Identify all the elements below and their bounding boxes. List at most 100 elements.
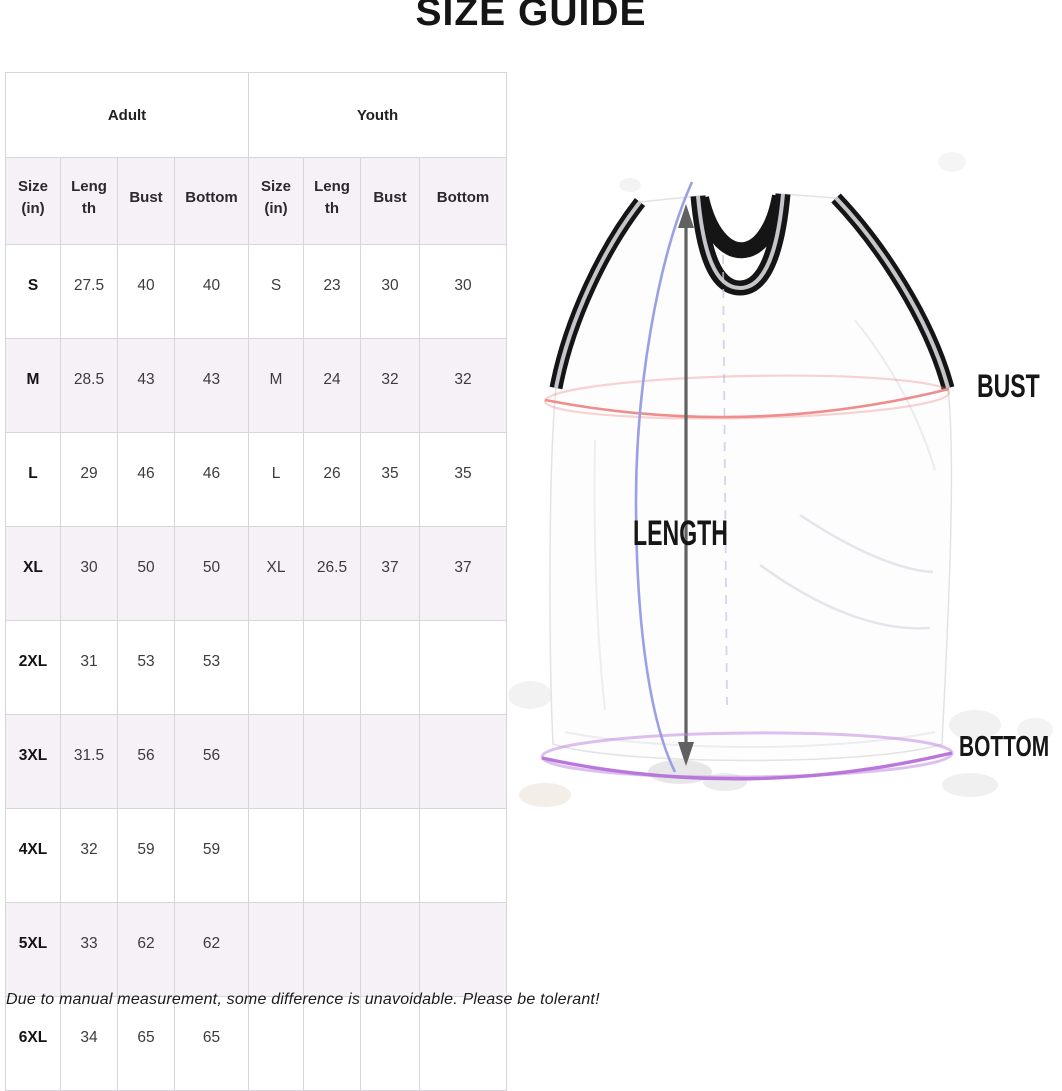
table-cell: 37: [360, 526, 421, 621]
page-title: SIZE GUIDE: [415, 0, 647, 34]
table-cell: 30: [419, 244, 508, 339]
length-arrow: [678, 204, 694, 766]
table-row: M 28.5 43 43 M 24 32 32: [5, 338, 508, 433]
table-cell: 65: [173, 996, 250, 1091]
table-cell: 56: [173, 714, 250, 809]
table-row: 2XL 31 53 53: [5, 620, 508, 715]
bust-label: BUST: [977, 368, 1040, 404]
jersey-illustration: [508, 152, 1053, 807]
table-cell: [419, 902, 508, 997]
table-cell: S: [248, 244, 305, 339]
table-cell: 56: [117, 714, 175, 809]
table-row: XL 30 50 50 XL 26.5 37 37: [5, 526, 508, 621]
table-cell: 65: [117, 996, 175, 1091]
group-header-row: Adult Youth: [4, 72, 508, 158]
table-cell: 40: [173, 244, 250, 339]
table-cell: M: [248, 338, 305, 433]
table-cell: 32: [419, 338, 508, 433]
table-cell: 33: [60, 902, 118, 997]
table-cell: 28.5: [60, 338, 118, 433]
armhole-trim-right: [831, 193, 955, 390]
column-header: Leng th: [303, 157, 362, 245]
column-header: Size (in): [5, 157, 61, 245]
table-row: 3XL 31.5 56 56: [5, 714, 508, 809]
table-row: 5XL 33 62 62: [5, 902, 508, 997]
table-cell: 59: [173, 808, 250, 903]
table-cell: L: [5, 432, 61, 527]
table-cell: 62: [173, 902, 250, 997]
column-header: Leng th: [60, 157, 118, 245]
table-cell: [248, 996, 305, 1091]
table-row: 4XL 32 59 59: [5, 808, 508, 903]
table-cell: 29: [60, 432, 118, 527]
table-cell: 46: [117, 432, 175, 527]
table-cell: 3XL: [5, 714, 61, 809]
group-header-adult: Adult: [4, 72, 250, 158]
table-cell: 2XL: [5, 620, 61, 715]
table-cell: 31: [60, 620, 118, 715]
table-cell: [419, 714, 508, 809]
table-cell: [303, 902, 362, 997]
table-cell: XL: [248, 526, 305, 621]
table-cell: [248, 620, 305, 715]
table-cell: 5XL: [5, 902, 61, 997]
length-label: LENGTH: [633, 514, 728, 553]
table-cell: 31.5: [60, 714, 118, 809]
table-cell: 53: [173, 620, 250, 715]
table-cell: 62: [117, 902, 175, 997]
group-header-youth: Youth: [248, 72, 508, 158]
table-cell: 50: [117, 526, 175, 621]
table-cell: [303, 808, 362, 903]
table-cell: 32: [60, 808, 118, 903]
table-cell: 43: [117, 338, 175, 433]
column-header-row: Size (in) Leng th Bust Bottom Size (in) …: [5, 157, 508, 245]
table-cell: 24: [303, 338, 362, 433]
table-cell: 53: [117, 620, 175, 715]
table-row: L 29 46 46 L 26 35 35: [5, 432, 508, 527]
table-cell: [248, 808, 305, 903]
table-cell: [419, 620, 508, 715]
table-row: S 27.5 40 40 S 23 30 30: [5, 244, 508, 339]
column-header: Bottom: [173, 157, 250, 245]
column-header: Size (in): [248, 157, 305, 245]
table-cell: [360, 902, 421, 997]
table-cell: 59: [117, 808, 175, 903]
table-cell: XL: [5, 526, 61, 621]
table-cell: 26.5: [303, 526, 362, 621]
table-cell: 23: [303, 244, 362, 339]
table-cell: 35: [360, 432, 421, 527]
table-row: 6XL 34 65 65: [5, 996, 508, 1091]
size-table: Adult Youth Size (in) Leng th Bust Botto…: [4, 72, 508, 1091]
tape-line: [634, 181, 694, 773]
table-cell: 37: [419, 526, 508, 621]
table-cell: [303, 714, 362, 809]
table-cell: [303, 996, 362, 1091]
column-header: Bottom: [419, 157, 508, 245]
table-cell: 50: [173, 526, 250, 621]
table-cell: 4XL: [5, 808, 61, 903]
table-cell: [419, 808, 508, 903]
table-cell: [248, 902, 305, 997]
table-cell: [360, 714, 421, 809]
table-cell: S: [5, 244, 61, 339]
table-cell: 30: [60, 526, 118, 621]
table-cell: M: [5, 338, 61, 433]
jersey-diagram: [505, 140, 1062, 840]
armhole-trim-left: [549, 197, 646, 390]
table-cell: 35: [419, 432, 508, 527]
neck-trim: [690, 193, 791, 296]
table-cell: 32: [360, 338, 421, 433]
table-cell: [360, 808, 421, 903]
table-cell: [419, 996, 508, 1091]
bottom-label: BOTTOM: [959, 731, 1050, 763]
table-cell: [360, 620, 421, 715]
bottom-measure-line: [540, 731, 954, 781]
table-cell: [248, 714, 305, 809]
bust-measure-line: [543, 374, 951, 420]
tape-guide-dashed: [722, 254, 728, 706]
table-cell: 34: [60, 996, 118, 1091]
table-cell: [303, 620, 362, 715]
table-cell: 30: [360, 244, 421, 339]
table-cell: 27.5: [60, 244, 118, 339]
table-cell: 6XL: [5, 996, 61, 1091]
